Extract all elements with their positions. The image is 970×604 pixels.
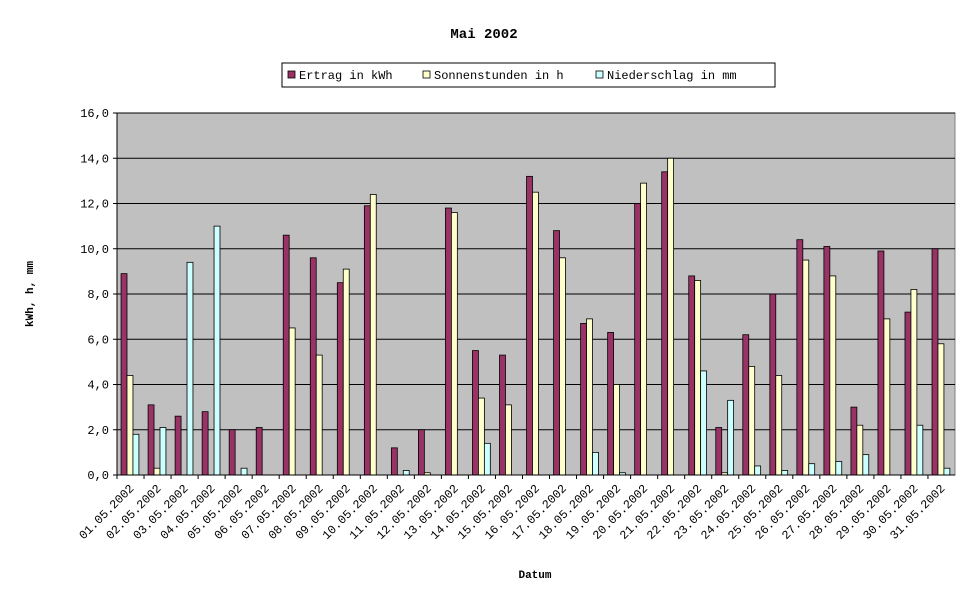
bar	[835, 461, 843, 476]
bar	[147, 404, 155, 476]
bar	[916, 424, 924, 476]
bar	[153, 467, 161, 476]
bar	[775, 375, 783, 476]
y-tick-label: 10,0	[80, 243, 109, 257]
bar	[186, 261, 194, 476]
bar	[904, 311, 912, 476]
x-axis-label: Datum	[518, 570, 551, 582]
bar	[607, 332, 614, 476]
bar	[126, 375, 134, 476]
bar	[174, 415, 182, 476]
bar	[742, 334, 750, 476]
bar	[586, 318, 593, 476]
bar	[418, 429, 425, 476]
chart-title: Mai 2002	[450, 27, 517, 43]
bar	[808, 463, 816, 476]
bar	[240, 467, 248, 476]
bar	[282, 234, 290, 476]
legend-swatch	[422, 70, 431, 79]
bar	[877, 250, 885, 476]
legend-label: Ertrag in kWh	[299, 69, 393, 83]
legend-swatch	[287, 70, 296, 79]
legend-label: Sonnenstunden in h	[434, 69, 564, 83]
bar	[132, 433, 140, 476]
bar	[727, 399, 735, 476]
bar	[228, 429, 236, 476]
bar	[559, 257, 566, 476]
bar	[532, 191, 539, 476]
bar	[402, 470, 410, 476]
bar	[694, 280, 702, 476]
bar	[309, 257, 317, 476]
bar	[505, 404, 512, 476]
bar	[342, 268, 350, 476]
bar	[478, 397, 485, 476]
bar	[640, 182, 647, 476]
bar	[445, 207, 452, 476]
bar	[120, 273, 128, 476]
bar	[159, 427, 167, 476]
bar	[943, 467, 951, 476]
bar	[910, 289, 918, 476]
bar	[862, 454, 870, 476]
bar	[315, 354, 323, 476]
legend-label: Niederschlag in mm	[607, 69, 737, 83]
y-tick-label: 4,0	[87, 379, 109, 393]
bar	[829, 275, 837, 476]
bar	[634, 203, 642, 476]
bar	[201, 411, 209, 476]
bar	[823, 246, 831, 476]
y-tick-label: 12,0	[80, 198, 109, 212]
bar	[688, 275, 696, 476]
bar	[288, 327, 296, 476]
y-tick-label: 16,0	[80, 107, 109, 121]
bar	[526, 175, 533, 476]
bar	[802, 259, 810, 476]
y-tick-label: 2,0	[87, 424, 109, 438]
bar	[931, 248, 939, 476]
legend-box	[281, 62, 776, 88]
bar	[661, 171, 669, 476]
y-axis-label: kWh, h, mm	[25, 261, 37, 327]
bar	[781, 470, 789, 476]
bar	[700, 370, 707, 476]
bar	[213, 225, 221, 476]
bar	[499, 354, 506, 476]
bar	[769, 293, 777, 476]
bar	[553, 230, 560, 476]
bar	[883, 318, 891, 476]
y-tick-label: 0,0	[87, 469, 109, 483]
bar	[667, 157, 674, 476]
bar	[754, 465, 762, 476]
bar	[856, 424, 864, 476]
bar	[369, 194, 377, 476]
bar	[715, 427, 723, 476]
legend-swatch	[595, 70, 604, 79]
bar	[255, 427, 263, 476]
bar	[390, 447, 398, 476]
bar	[472, 350, 479, 476]
bar	[363, 205, 371, 476]
y-tick-label: 8,0	[87, 288, 109, 302]
bar	[748, 365, 756, 476]
bar	[613, 384, 620, 476]
bar	[592, 451, 599, 476]
bar	[336, 282, 344, 476]
bar	[450, 212, 458, 476]
bar	[580, 323, 587, 476]
bar	[796, 239, 804, 476]
y-tick-label: 6,0	[87, 333, 109, 347]
bar	[850, 406, 858, 476]
y-tick-label: 14,0	[80, 152, 109, 166]
bar	[937, 343, 945, 476]
bar	[483, 442, 491, 476]
